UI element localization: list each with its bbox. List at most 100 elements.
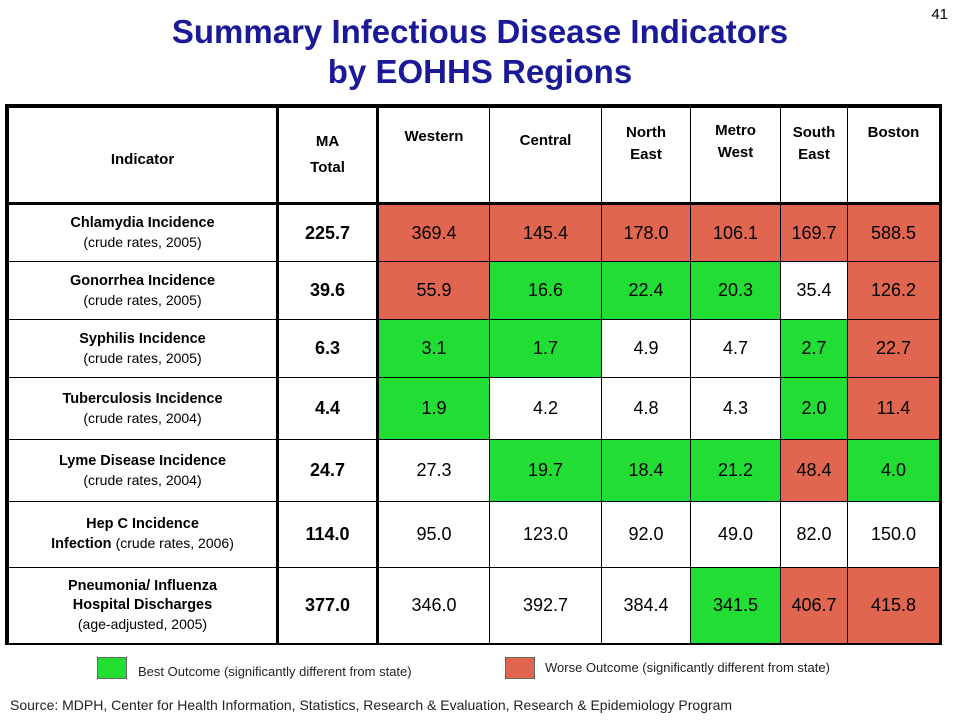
indicator-line2-wrap: Infection (crude rates, 2006) [11,534,274,554]
ma-total-cell: 225.7 [276,203,379,262]
region-value-cell: 19.7 [489,439,602,502]
indicator-cell: Hep C Incidence Infection (crude rates, 2… [8,501,278,568]
ma-total-cell: 4.4 [276,377,379,440]
region-value-cell: 20.3 [690,261,781,320]
header-region: Boston [847,107,940,205]
header-region-line1: Western [404,128,464,145]
region-value-cell: 16.6 [489,261,602,320]
region-value-cell: 384.4 [601,567,691,644]
region-value-cell: 11.4 [847,377,940,440]
region-value-cell: 150.0 [847,501,940,568]
region-value-cell: 346.0 [377,567,490,644]
region-value-cell: 55.9 [377,261,490,320]
header-region: Metro West [690,107,781,205]
header-ma-total: MA Total [276,107,379,205]
best-outcome-label: Best Outcome (significantly different fr… [138,664,412,679]
region-value-cell: 369.4 [377,203,490,262]
table-row: Pneumonia/ Influenza Hospital Discharges (… [8,567,940,644]
header-region: North East [601,107,691,205]
title-line-1: Summary Infectious Disease Indicators [171,13,789,50]
region-value-cell: 415.8 [847,567,940,644]
region-value-cell: 3.1 [377,319,490,378]
indicator-cell: Chlamydia Incidence (crude rates, 2005) [8,203,278,262]
header-row: Indicator MA Total Western Central North… [8,107,940,205]
table-row: Chlamydia Incidence (crude rates, 2005) 22… [8,203,940,262]
indicator-name: Lyme Disease Incidence [58,452,227,469]
region-value-cell: 145.4 [489,203,602,262]
ma-total-cell: 24.7 [276,439,379,502]
ma-total-cell: 114.0 [276,501,379,568]
indicator-name-line2: Hospital Discharges [72,597,213,613]
region-value-cell: 49.0 [690,501,781,568]
region-value-cell: 18.4 [601,439,691,502]
header-region-line2: East [798,146,830,163]
indicator-table: Indicator MA Total Western Central North… [8,107,940,644]
indicator-cell: Syphilis Incidence (crude rates, 2005) [8,319,278,378]
indicator-note: (crude rates, 2005) [83,349,202,366]
region-value-cell: 27.3 [377,439,490,502]
indicator-cell: Gonorrhea Incidence (crude rates, 2005) [8,261,278,320]
indicator-cell: Tuberculosis Incidence (crude rates, 2004… [8,377,278,440]
region-value-cell: 21.2 [690,439,781,502]
region-value-cell: 2.0 [780,377,848,440]
region-value-cell: 169.7 [780,203,848,262]
indicator-table-frame: Indicator MA Total Western Central North… [5,104,942,645]
table-row: Syphilis Incidence (crude rates, 2005) 6.3… [8,319,940,378]
indicator-note: (crude rates, 2004) [83,409,202,426]
page-title: Summary Infectious Disease Indicators by… [40,12,920,92]
indicator-cell: Lyme Disease Incidence (crude rates, 2004… [8,439,278,502]
header-region-line1: South [792,124,836,141]
region-value-cell: 48.4 [780,439,848,502]
region-value-cell: 4.0 [847,439,940,502]
indicator-cell: Pneumonia/ Influenza Hospital Discharges (… [8,567,278,644]
region-value-cell: 82.0 [780,501,848,568]
ma-total-cell: 377.0 [276,567,379,644]
region-value-cell: 4.8 [601,377,691,440]
ma-total-cell: 39.6 [276,261,379,320]
region-value-cell: 22.4 [601,261,691,320]
header-region: South East [780,107,848,205]
header-region-line1: Boston [867,124,920,141]
header-region-line1: Central [519,132,572,149]
region-value-cell: 4.7 [690,319,781,378]
indicator-name: Gonorrhea Incidence [69,272,216,289]
header-indicator: Indicator [8,107,278,205]
page-number: 41 [931,6,948,23]
region-value-cell: 1.7 [489,319,602,378]
region-value-cell: 22.7 [847,319,940,378]
header-region: Central [489,107,602,205]
table-row: Tuberculosis Incidence (crude rates, 2004… [8,377,940,440]
indicator-name: Hep C Incidence [86,516,199,532]
region-value-cell: 178.0 [601,203,691,262]
indicator-name: Pneumonia/ Influenza [67,578,218,594]
region-value-cell: 123.0 [489,501,602,568]
region-value-cell: 2.7 [780,319,848,378]
indicator-name: Syphilis Incidence [79,330,206,347]
region-value-cell: 35.4 [780,261,848,320]
header-ma-line1: MA [315,133,340,150]
region-value-cell: 106.1 [690,203,781,262]
region-value-cell: 126.2 [847,261,940,320]
header-region: Western [377,107,490,205]
indicator-name: Tuberculosis Incidence [62,390,223,407]
region-value-cell: 4.2 [489,377,602,440]
header-region-line1: Metro [715,122,756,139]
indicator-note: (crude rates, 2005) [83,291,202,308]
worse-outcome-swatch [505,657,535,679]
region-value-cell: 341.5 [690,567,781,644]
region-value-cell: 392.7 [489,567,602,644]
table-row: Hep C Incidence Infection (crude rates, 2… [8,501,940,568]
region-value-cell: 4.3 [690,377,781,440]
indicator-name-line2: Infection [51,536,112,552]
indicator-note: (crude rates, 2005) [83,234,202,250]
header-ma-line2: Total [310,159,345,176]
source-note: Source: MDPH, Center for Health Informat… [10,697,733,713]
best-outcome-swatch [97,657,127,679]
indicator-note: (crude rates, 2004) [83,471,202,488]
region-value-cell: 1.9 [377,377,490,440]
header-region-line2: East [630,146,662,163]
table-row: Gonorrhea Incidence (crude rates, 2005) 39… [8,261,940,320]
region-value-cell: 92.0 [601,501,691,568]
title-line-2: by EOHHS Regions [327,53,633,90]
indicator-name: Chlamydia Incidence [70,215,215,231]
